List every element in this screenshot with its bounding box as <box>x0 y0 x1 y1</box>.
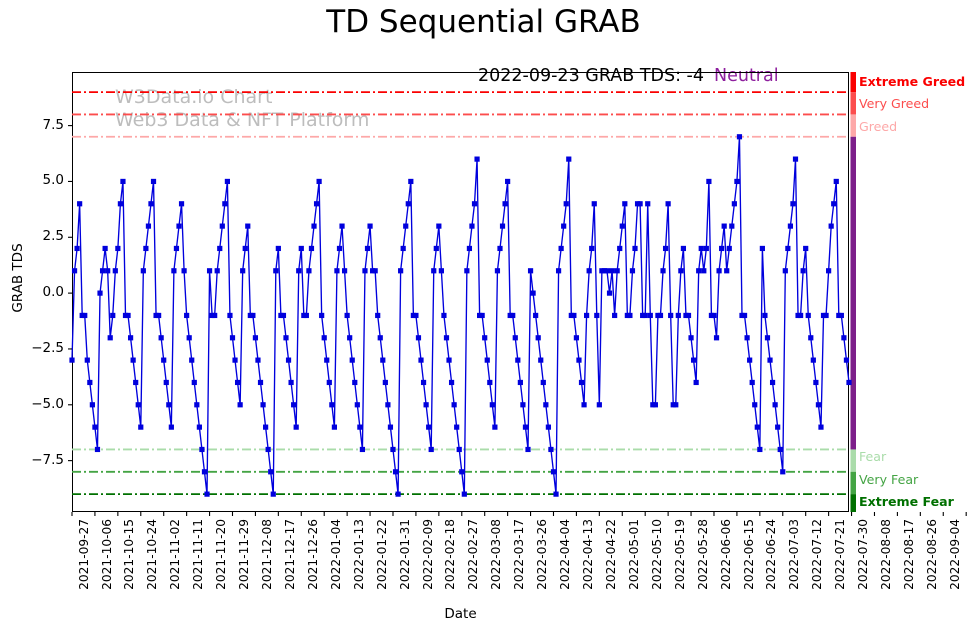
colorbar-segment-3 <box>850 136 856 450</box>
plot-area <box>72 72 849 512</box>
x-tick-label: 2022-02-27 <box>466 519 481 590</box>
x-tick-label: 2022-02-18 <box>443 519 458 590</box>
x-tick-label: 2022-07-12 <box>810 519 825 590</box>
x-tick-label: 2022-08-08 <box>879 519 894 590</box>
x-tick-label: 2022-06-06 <box>718 519 733 590</box>
x-tick-label: 2022-08-17 <box>902 519 916 590</box>
colorbar-segment-1 <box>850 92 856 115</box>
x-tick-label: 2022-04-22 <box>603 519 618 590</box>
zone-label-extreme-greed: Extreme Greed <box>859 74 966 90</box>
x-tick-label: 2021-11-20 <box>214 519 229 590</box>
x-tick-label: 2022-05-10 <box>649 519 664 590</box>
x-tick-label: 2022-07-21 <box>833 519 848 590</box>
x-tick-label: 2021-11-11 <box>191 519 206 590</box>
x-tick-label: 2021-11-29 <box>237 519 252 590</box>
x-tick-label: 2022-01-31 <box>397 519 412 590</box>
y-axis-label: GRAB TDS <box>10 243 26 313</box>
x-tick-label: 2022-07-30 <box>856 519 871 590</box>
zone-label-greed: Greed <box>859 118 898 134</box>
x-tick-label: 2022-01-04 <box>328 519 343 590</box>
zone-label-extreme-fear: Extreme Fear <box>859 493 954 509</box>
x-tick-label: 2022-06-15 <box>741 519 756 590</box>
x-tick-label: 2022-04-04 <box>558 519 573 590</box>
x-tick-label: 2022-03-17 <box>512 519 527 590</box>
x-tick-label: 2021-11-02 <box>168 519 183 590</box>
zone-label-very-greed: Very Greed <box>859 96 930 112</box>
x-tick-label: 2022-08-26 <box>924 519 939 590</box>
x-tick-label: 2021-12-08 <box>260 519 275 590</box>
x-tick-label: 2022-01-13 <box>351 519 366 590</box>
annotation-sentiment: Neutral <box>714 66 779 86</box>
x-tick-label: 2022-01-22 <box>374 519 389 590</box>
x-tick-label: 2021-09-27 <box>76 519 91 590</box>
y-tick-label: 0.0 <box>42 284 64 301</box>
sentiment-colorbar <box>850 72 856 512</box>
x-tick-label: 2022-04-13 <box>581 519 595 590</box>
y-tick-label: 2.5 <box>42 228 64 245</box>
colorbar-segment-4 <box>850 449 856 472</box>
page-title: TD Sequential GRAB <box>326 4 641 40</box>
y-tick-label: 7.5 <box>42 116 64 133</box>
y-tick-label: 5.0 <box>42 172 64 189</box>
colorbar-segment-5 <box>850 471 856 495</box>
x-tick-label: 2022-09-04 <box>947 519 962 590</box>
y-tick-label: −5.0 <box>31 395 64 412</box>
x-tick-label: 2021-10-06 <box>99 519 114 590</box>
x-tick-label: 2022-03-08 <box>489 519 504 590</box>
x-axis-label: Date <box>444 606 477 622</box>
x-tick-label: 2022-05-28 <box>695 519 710 590</box>
x-tick-label: 2022-03-26 <box>535 519 550 590</box>
zone-label-fear: Fear <box>859 449 887 465</box>
x-tick-label: 2022-05-01 <box>626 519 641 590</box>
x-tick-label: 2022-06-24 <box>764 519 779 590</box>
x-tick-label: 2021-10-15 <box>122 519 137 590</box>
colorbar-segment-2 <box>850 114 856 137</box>
zone-label-very-fear: Very Fear <box>859 471 919 487</box>
colorbar-segment-0 <box>850 72 856 93</box>
y-tick-label: −7.5 <box>31 451 64 468</box>
x-tick-label: 2021-12-17 <box>282 519 297 590</box>
x-tick-label: 2022-05-19 <box>672 519 687 590</box>
latest-value-annotation: 2022-09-23 GRAB TDS: -4 Neutral <box>478 66 779 86</box>
x-tick-label: 2022-02-09 <box>420 519 435 590</box>
x-tick-label: 2022-07-03 <box>787 519 802 590</box>
colorbar-segment-6 <box>850 494 856 512</box>
annotation-text: 2022-09-23 GRAB TDS: -4 <box>478 66 704 86</box>
x-tick-label: 2021-10-24 <box>145 519 160 590</box>
y-tick-label: −2.5 <box>31 339 64 356</box>
x-tick-label: 2021-12-26 <box>305 519 320 590</box>
